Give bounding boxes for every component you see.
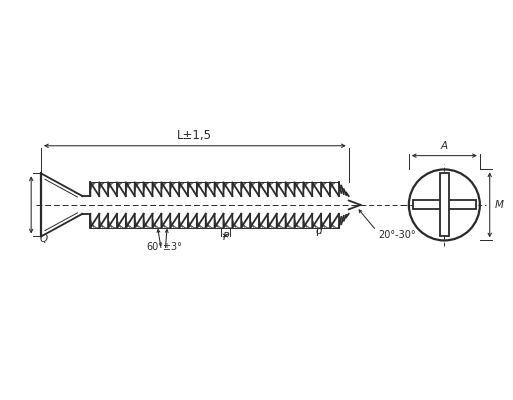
Text: 60°±3°: 60°±3° (146, 242, 182, 252)
Text: P: P (222, 232, 229, 242)
Text: A: A (441, 141, 448, 151)
Text: M: M (495, 200, 504, 210)
Text: Q: Q (40, 234, 48, 244)
Text: 20°-30°: 20°-30° (378, 230, 416, 240)
Bar (440, 173, 449, 236)
Text: L±1,5: L±1,5 (177, 129, 212, 142)
Text: d: d (316, 226, 323, 236)
Bar (413, 200, 476, 209)
